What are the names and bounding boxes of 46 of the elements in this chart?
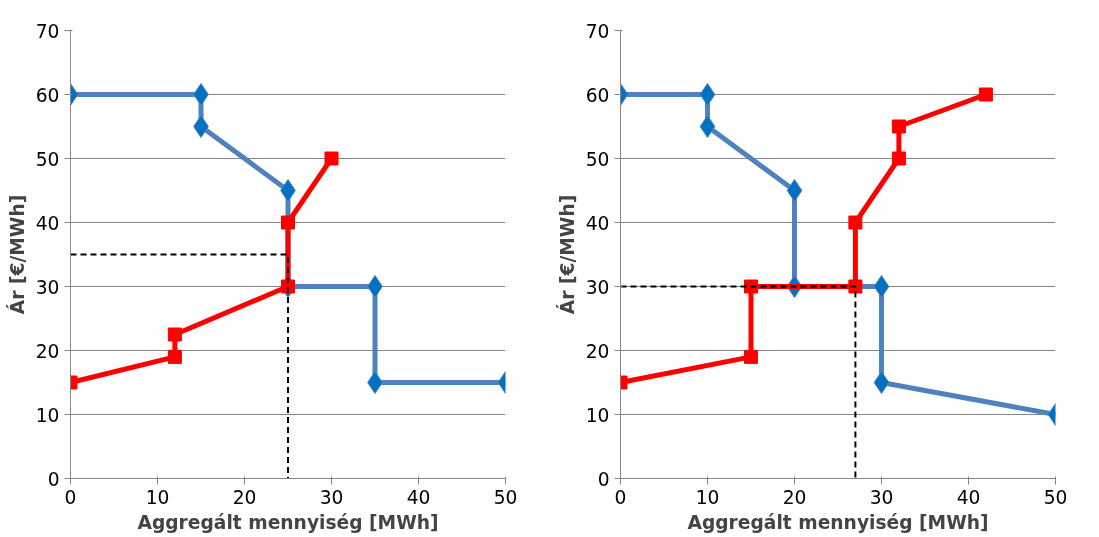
x-tick-label: 50 (493, 486, 518, 508)
x-tick-label: 20 (782, 486, 807, 508)
point (873, 371, 890, 394)
x-tick-label: 20 (232, 486, 257, 508)
y-tick-label: 10 (585, 404, 610, 426)
point (848, 279, 863, 294)
point (848, 215, 863, 230)
y-axis-title: Ár [€/MWh] (555, 194, 578, 315)
y-tick-label: 60 (585, 84, 610, 106)
y-axis-title: Ár [€/MWh] (5, 194, 28, 315)
point (744, 349, 758, 364)
x-tick-label: 10 (695, 486, 720, 508)
y-tick-label: 70 (585, 20, 610, 42)
y-tick-label: 20 (35, 340, 60, 362)
y-tick-label: 30 (585, 276, 610, 298)
point (324, 151, 339, 166)
x-tick-label: 30 (869, 486, 894, 508)
x-tick-label: 40 (406, 486, 431, 508)
point (281, 215, 295, 230)
x-tick-label: 10 (145, 486, 170, 508)
point (873, 275, 890, 298)
y-tick-label: 40 (35, 212, 60, 234)
y-tick-label: 60 (35, 84, 60, 106)
y-tick-label: 0 (597, 468, 610, 490)
y-tick-label: 0 (47, 468, 60, 490)
y-tick-label: 40 (585, 212, 610, 234)
y-tick-label: 50 (585, 148, 610, 170)
point (699, 83, 716, 106)
y-tick-label: 70 (35, 20, 60, 42)
x-tick-label: 0 (614, 486, 627, 508)
x-tick-label: 50 (1043, 486, 1068, 508)
y-tick-label: 50 (35, 148, 60, 170)
x-tick-label: 40 (956, 486, 981, 508)
y-tick-label: 30 (35, 276, 60, 298)
point (699, 115, 716, 138)
point (891, 151, 906, 166)
x-tick-label: 0 (64, 486, 77, 508)
y-tick-label: 10 (35, 404, 60, 426)
x-axis-title: Aggregált mennyiség [MWh] (137, 511, 439, 533)
x-axis-title: Aggregált mennyiség [MWh] (687, 511, 989, 533)
y-tick-label: 20 (585, 340, 610, 362)
point (786, 179, 803, 202)
point (891, 119, 906, 134)
x-tick-label: 30 (319, 486, 344, 508)
point (978, 87, 993, 102)
point (744, 279, 758, 294)
